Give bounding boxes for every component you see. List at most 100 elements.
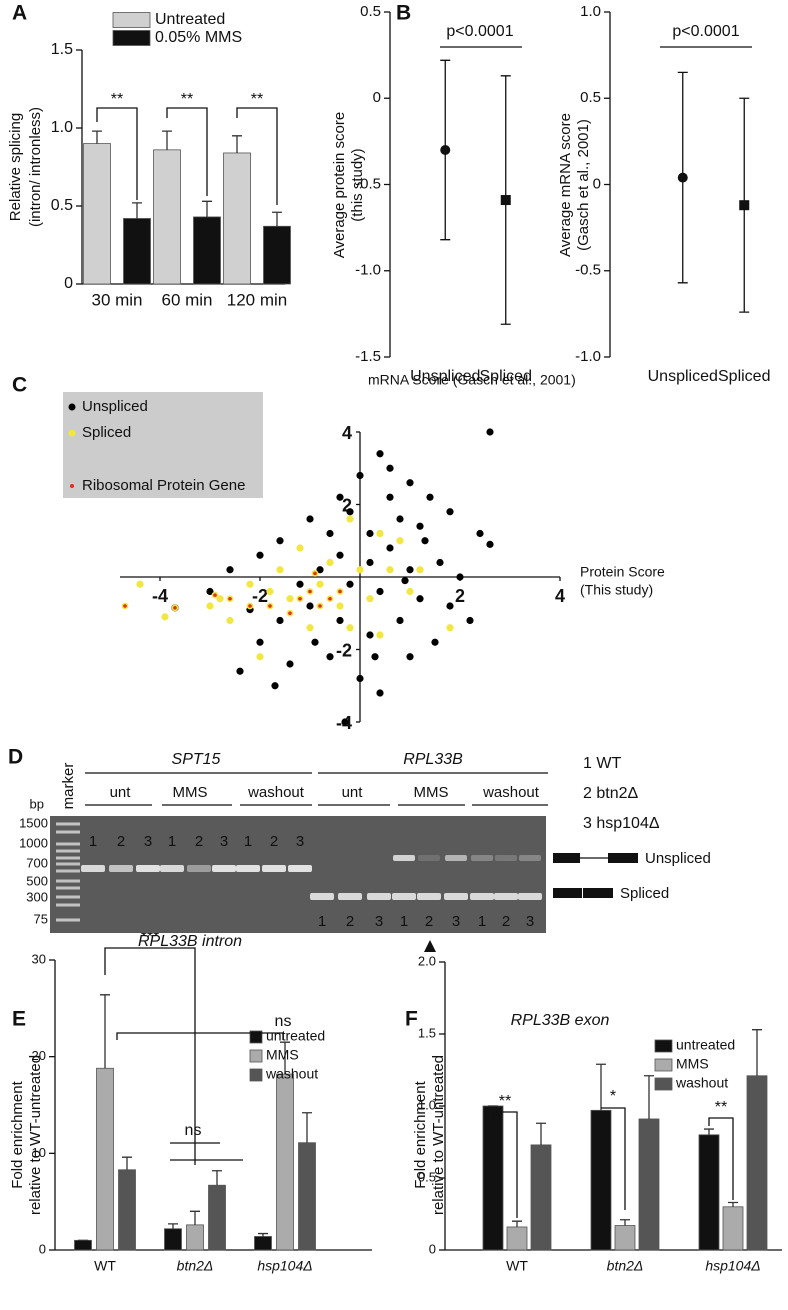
error-bar — [162, 130, 172, 150]
marker-size: 500 — [26, 873, 48, 888]
y-axis-label: (intron/ intronless) — [27, 107, 44, 227]
marker-size: 700 — [26, 855, 48, 870]
bar — [118, 1169, 136, 1251]
x-tick-label: 120 min — [227, 290, 287, 309]
condition-label: washout — [482, 784, 540, 801]
lane-number: 2 — [117, 833, 125, 850]
annotation: ** — [251, 91, 263, 108]
band — [109, 865, 133, 872]
y-tick-label: 0 — [593, 175, 601, 192]
band — [495, 855, 517, 861]
band — [518, 893, 542, 900]
annotation: p<0.0001 — [446, 23, 513, 40]
y-axis-label: Average protein score — [331, 112, 348, 258]
point — [256, 638, 264, 646]
ladder-band — [56, 856, 80, 860]
lane-number: 3 — [296, 833, 304, 850]
bar — [638, 1118, 660, 1251]
point — [136, 580, 144, 588]
point — [276, 537, 284, 545]
point — [336, 602, 344, 610]
point — [466, 616, 474, 625]
bar — [74, 1239, 92, 1251]
error-bar — [272, 211, 282, 227]
error-bar — [596, 1063, 606, 1111]
panel-letter: A — [12, 2, 27, 25]
point — [266, 602, 274, 610]
y-tick-label: 0 — [373, 89, 381, 106]
x-axis-label: (This study) — [580, 582, 653, 598]
point — [346, 580, 354, 588]
error-bar — [752, 1029, 762, 1076]
product-label: Spliced — [620, 885, 669, 902]
bar — [614, 1225, 636, 1251]
error-bar — [122, 1156, 132, 1170]
error-bar — [168, 1223, 178, 1229]
legend-swatch — [249, 1068, 263, 1082]
y-tick-label: -2 — [336, 640, 352, 660]
error-bar — [620, 1219, 630, 1226]
x-tick-label: 30 min — [91, 290, 142, 309]
bar — [590, 1109, 612, 1251]
point — [486, 428, 494, 436]
ladder-band — [56, 869, 80, 873]
gel-image — [50, 816, 546, 933]
point — [226, 566, 234, 574]
bar — [193, 216, 221, 285]
point — [266, 587, 274, 596]
point — [246, 580, 254, 588]
point — [446, 602, 454, 610]
legend-marker — [68, 403, 76, 411]
band — [445, 855, 467, 861]
y-tick-label: -0.5 — [355, 175, 381, 192]
marker-size: 1500 — [19, 815, 48, 830]
lane-number: 3 — [526, 913, 534, 930]
significance-bracket — [104, 947, 196, 1165]
legend-marker — [70, 484, 74, 488]
y-tick-label: -1.5 — [355, 348, 381, 365]
x-tick-label: WT — [506, 1258, 528, 1274]
error-bar — [728, 1201, 738, 1207]
point — [271, 682, 279, 690]
point — [326, 595, 334, 603]
point — [226, 616, 234, 625]
y-axis-label: relative to WT-untreated — [430, 1055, 447, 1215]
bp-label: bp — [30, 796, 44, 811]
marker-size: 75 — [34, 911, 48, 926]
band — [310, 893, 334, 900]
ladder-band — [56, 879, 80, 883]
band — [136, 865, 160, 872]
annotation: ** — [111, 91, 123, 108]
error-bar — [190, 1210, 200, 1225]
y-tick-label: 1.0 — [418, 1097, 436, 1112]
point — [446, 624, 454, 632]
band — [187, 865, 211, 872]
point — [421, 537, 429, 545]
lane-number: 3 — [220, 833, 228, 850]
marker — [739, 200, 750, 211]
point — [276, 566, 284, 574]
bar — [298, 1142, 316, 1251]
lane-number: 1 — [400, 913, 408, 930]
condition-label: unt — [342, 784, 364, 801]
point — [206, 602, 214, 610]
legend-label: Ribosomal Protein Gene — [82, 477, 245, 494]
x-tick-label: -2 — [252, 586, 268, 606]
point — [416, 522, 424, 530]
y-tick-label: 2.0 — [418, 953, 436, 968]
bar — [83, 143, 111, 285]
band — [470, 893, 494, 900]
y-tick-label: 4 — [342, 423, 352, 443]
band — [418, 855, 440, 861]
y-tick-label: -1.0 — [355, 262, 381, 279]
point — [386, 464, 394, 472]
lane-number: 2 — [270, 833, 278, 850]
point — [306, 515, 314, 523]
significance-bracket — [170, 1142, 243, 1161]
point — [256, 653, 264, 661]
band — [519, 855, 541, 861]
annotation: * — [610, 1088, 616, 1105]
error-bar — [100, 994, 110, 1069]
chart-title: RPL33B exon — [511, 1012, 610, 1029]
band — [236, 865, 260, 872]
